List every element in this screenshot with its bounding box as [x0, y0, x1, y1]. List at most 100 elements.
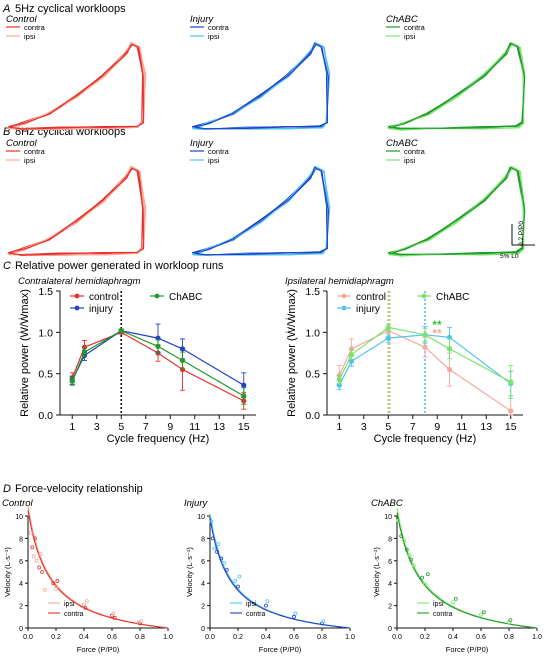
legend-label-ipsi: ipsi: [404, 156, 416, 165]
data-point: [55, 579, 60, 583]
legend-label-contra: contra: [24, 147, 46, 156]
x-tick-label: 13: [480, 421, 492, 433]
x-tick-label: 0.6: [476, 634, 486, 641]
data-point: [54, 586, 58, 591]
data-point-control: [348, 346, 355, 352]
legend-label-ipsi: ipsi: [208, 156, 220, 165]
fit-curve-contra: [27, 510, 169, 629]
data-point: [38, 552, 43, 556]
y-tick-label: 6: [388, 559, 392, 566]
data-point: [222, 561, 226, 565]
y-axis-label: Relative power (Ẇ/Ẇmax): [18, 289, 31, 417]
data-point-injury: [241, 382, 247, 388]
y-tick-label: 1.5: [305, 286, 320, 298]
y-tick-label: 8: [388, 536, 392, 543]
y-axis-label: Velocity (L·s⁻¹): [185, 547, 194, 597]
legend-label-ipsi: ipsi: [24, 156, 36, 165]
legend-label-ChABC: ChABC: [436, 292, 469, 303]
x-tick-label: 1.0: [532, 634, 542, 641]
legend-label-ipsi: ipsi: [433, 601, 444, 608]
data-point: [83, 605, 88, 610]
workloop-trace-contra: [388, 166, 526, 255]
data-point: [409, 557, 413, 562]
data-point: [209, 519, 214, 524]
y-tick-label: 0.5: [305, 369, 320, 381]
x-tick-label: 1.0: [163, 634, 173, 641]
series-line-ChABC: [338, 326, 512, 383]
legend-label-ipsi: ipsi: [24, 32, 36, 41]
data-point-injury: [385, 335, 391, 341]
data-point-control: [422, 344, 428, 350]
data-point: [237, 574, 242, 579]
workloops-8hz: ControlcontraipsiInjurycontraipsiChABCco…: [6, 138, 526, 257]
data-point-ChABC: [446, 346, 453, 352]
chart-contralateral: Contralateral hemidiaphragm 0.0 0.5 1.0 1.5 1…: [18, 276, 256, 445]
workloop-trace-contra: [8, 43, 144, 130]
data-point-ChABC: [336, 376, 342, 383]
legend-label-ipsi: ipsi: [208, 32, 220, 41]
x-axis-label: Force (P/P0): [446, 645, 489, 654]
scalebar-lines: [511, 224, 535, 246]
x-tick-label: 0.0: [23, 634, 33, 641]
series-line-injury: [71, 330, 245, 386]
legend-label-contra: contra: [208, 23, 230, 32]
data-point-control: [508, 408, 514, 414]
data-point: [479, 612, 483, 617]
legend-label-contra: contra: [404, 23, 426, 32]
section-d-header: D Force-velocity relationship: [3, 483, 143, 495]
section-a-letter: A: [2, 3, 10, 15]
data-point-ChABC: [118, 328, 124, 334]
x-tick-label: 15: [505, 421, 517, 433]
y-tick-label: 8: [19, 536, 23, 543]
data-point: [420, 575, 425, 580]
significance-marker: **: [432, 318, 442, 332]
workloop-title-chabc: ChABC: [386, 138, 418, 149]
data-point: [233, 579, 238, 583]
x-tick-label: 7: [143, 421, 149, 433]
data-point: [396, 518, 401, 523]
data-point: [321, 619, 326, 624]
x-axis-label: Force (P/P0): [77, 645, 120, 654]
fit-curve-ipsi: [396, 507, 538, 629]
series-line-ChABC: [71, 330, 245, 397]
scalebar-x-label: 5% L0: [500, 253, 519, 260]
data-point-ChABC: [385, 324, 391, 330]
data-point: [219, 556, 224, 561]
data-point-injury: [179, 346, 186, 352]
y-tick-label: 6: [19, 559, 23, 566]
x-tick-label: 0.0: [205, 634, 215, 641]
y-tick-label: 0.0: [305, 410, 320, 422]
data-point-ChABC: [348, 352, 355, 358]
workloop-scalebar: 0.2 P/P0 5% L0: [500, 221, 535, 260]
data-point: [423, 582, 427, 587]
legend-label-injury: injury: [356, 304, 380, 315]
y-tick-label: 0.0: [38, 410, 53, 422]
legend-marker: [74, 293, 80, 299]
legend-marker: [74, 305, 80, 311]
x-tick-label: 1: [336, 421, 342, 433]
y-tick-label: 0: [201, 626, 205, 633]
x-tick-label: 1.0: [345, 634, 355, 641]
y-tick-label: 6: [201, 559, 205, 566]
x-tick-label: 0.4: [261, 634, 271, 641]
y-tick-label: 2: [19, 604, 23, 611]
x-axis-label: Force (P/P0): [259, 645, 302, 654]
section-a-header: A 5Hz cyclical workloops: [2, 3, 126, 15]
x-tick-label: 0.2: [51, 634, 61, 641]
data-point-ChABC: [241, 393, 247, 399]
x-tick-label: 9: [167, 421, 173, 433]
data-point: [112, 616, 117, 620]
chart-title: Contralateral hemidiaphragm: [18, 276, 141, 287]
legend-label-contra: contra: [246, 611, 266, 618]
x-tick-label: 7: [410, 421, 416, 433]
y-tick-label: 0: [19, 626, 23, 633]
workloop-title-control: Control: [6, 138, 38, 149]
legend-label-control: control: [356, 292, 386, 303]
data-point: [453, 596, 458, 601]
workloop-title-control: Control: [6, 14, 38, 25]
fit-curve-ipsi: [27, 505, 169, 629]
x-tick-label: 0.0: [392, 634, 402, 641]
data-point-control: [81, 344, 88, 350]
fit-curve-contra: [209, 518, 351, 629]
